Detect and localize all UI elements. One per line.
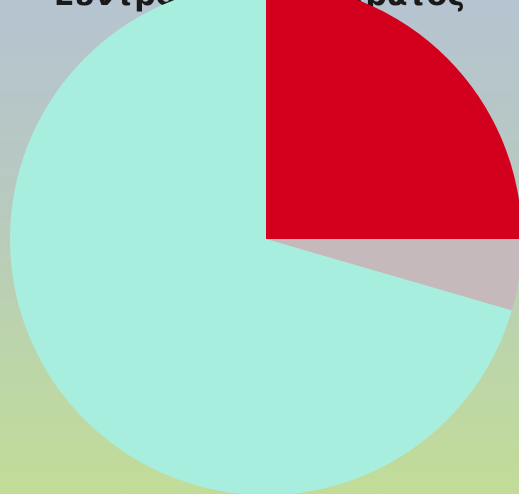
pie-slice-3: [10, 0, 512, 494]
pie-slice-1: [266, 0, 519, 239]
pie-slice-2: [266, 239, 519, 311]
